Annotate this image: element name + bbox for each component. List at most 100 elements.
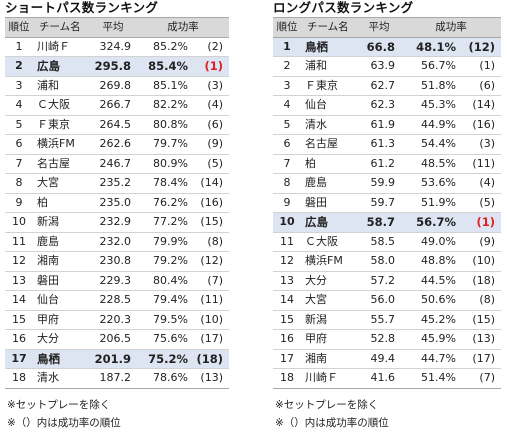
success-rate-rank-cell: (9) xyxy=(459,232,501,252)
success-rate-rank-cell: (16) xyxy=(191,193,229,213)
table-row: 17 湘南 49.4 44.7% (17) xyxy=(273,349,501,369)
header-rank: 順位 xyxy=(5,17,33,38)
team-name-cell: Ｆ東京 xyxy=(301,76,357,96)
header-success-rate: 成功率 xyxy=(401,17,501,38)
header-team: チーム名 xyxy=(33,17,89,38)
success-rate-rank-cell: (17) xyxy=(459,349,501,369)
rank-cell: 5 xyxy=(5,115,33,135)
average-cell: 246.7 xyxy=(89,154,137,174)
success-rate-cell: 85.4% xyxy=(137,56,191,77)
table-row: 9 磐田 59.7 51.9% (5) xyxy=(273,193,501,213)
table-row: 9 柏 235.0 76.2% (16) xyxy=(5,193,229,213)
table-row: 2 広島 295.8 85.4% (1) xyxy=(5,56,229,77)
success-rate-rank-cell: (3) xyxy=(459,134,501,155)
average-cell: 324.9 xyxy=(89,37,137,57)
rank-cell: 6 xyxy=(273,134,301,155)
team-name-cell: 広島 xyxy=(33,56,89,77)
average-cell: 61.3 xyxy=(357,134,401,155)
team-name-cell: 広島 xyxy=(301,212,357,233)
average-cell: 232.0 xyxy=(89,232,137,252)
table-row: 7 柏 61.2 48.5% (11) xyxy=(273,154,501,174)
rank-cell: 7 xyxy=(5,154,33,174)
rank-cell: 16 xyxy=(273,329,301,350)
table-row: 1 鳥栖 66.8 48.1% (12) xyxy=(273,37,501,57)
success-rate-rank-cell: (18) xyxy=(191,349,229,369)
success-rate-rank-cell: (6) xyxy=(191,115,229,135)
average-cell: 230.8 xyxy=(89,251,137,272)
team-name-cell: Ｃ大阪 xyxy=(33,95,89,116)
ranking-table: 順位 チーム名 平均 成功率 1 鳥栖 66.8 48.1% (12) 2 浦和 63.9 56… xyxy=(273,17,501,389)
table-row: 4 仙台 62.3 45.3% (14) xyxy=(273,95,501,116)
footnotes: ※セットプレーを除く ※（）内は成功率の順位 xyxy=(5,396,229,432)
table-row: 12 湘南 230.8 79.2% (12) xyxy=(5,251,229,272)
success-rate-cell: 48.1% xyxy=(401,37,459,57)
success-rate-cell: 79.5% xyxy=(137,310,191,330)
table-row: 17 鳥栖 201.9 75.2% (18) xyxy=(5,349,229,369)
average-cell: 295.8 xyxy=(89,56,137,77)
success-rate-rank-cell: (13) xyxy=(191,368,229,389)
success-rate-cell: 80.9% xyxy=(137,154,191,174)
table-row: 3 浦和 269.8 85.1% (3) xyxy=(5,76,229,96)
rank-cell: 18 xyxy=(273,368,301,389)
rank-cell: 15 xyxy=(5,310,33,330)
table-row: 8 鹿島 59.9 53.6% (4) xyxy=(273,173,501,194)
average-cell: 220.3 xyxy=(89,310,137,330)
average-cell: 232.9 xyxy=(89,212,137,233)
team-name-cell: 横浜FM xyxy=(33,134,89,155)
success-rate-cell: 79.7% xyxy=(137,134,191,155)
success-rate-rank-cell: (11) xyxy=(191,290,229,311)
table-row: 13 大分 57.2 44.5% (18) xyxy=(273,271,501,291)
table-row: 14 大宮 56.0 50.6% (8) xyxy=(273,290,501,311)
success-rate-cell: 45.2% xyxy=(401,310,459,330)
average-cell: 52.8 xyxy=(357,329,401,350)
short-pass-ranking-panel: ショートパス数ランキング 順位 チーム名 平均 成功率 1 川崎Ｆ 324.9 85.… xyxy=(5,0,229,432)
table-row: 15 甲府 220.3 79.5% (10) xyxy=(5,310,229,330)
average-cell: 56.0 xyxy=(357,290,401,311)
table-row: 2 浦和 63.9 56.7% (1) xyxy=(273,56,501,77)
average-cell: 59.9 xyxy=(357,173,401,194)
success-rate-cell: 51.4% xyxy=(401,368,459,389)
footnote: ※（）内は成功率の順位 xyxy=(275,416,389,429)
team-name-cell: 大宮 xyxy=(301,290,357,311)
average-cell: 61.9 xyxy=(357,115,401,135)
average-cell: 66.8 xyxy=(357,37,401,57)
average-cell: 57.2 xyxy=(357,271,401,291)
success-rate-cell: 45.9% xyxy=(401,329,459,350)
success-rate-cell: 82.2% xyxy=(137,95,191,116)
success-rate-rank-cell: (17) xyxy=(191,329,229,350)
success-rate-rank-cell: (4) xyxy=(459,173,501,194)
success-rate-rank-cell: (16) xyxy=(459,115,501,135)
rank-cell: 8 xyxy=(5,173,33,194)
table-row: 5 清水 61.9 44.9% (16) xyxy=(273,115,501,135)
table-row: 7 名古屋 246.7 80.9% (5) xyxy=(5,154,229,174)
table-row: 6 横浜FM 262.6 79.7% (9) xyxy=(5,134,229,155)
success-rate-cell: 44.5% xyxy=(401,271,459,291)
team-name-cell: 鳥栖 xyxy=(301,37,357,57)
success-rate-cell: 85.2% xyxy=(137,37,191,57)
table-row: 18 清水 187.2 78.6% (13) xyxy=(5,368,229,389)
success-rate-cell: 76.2% xyxy=(137,193,191,213)
table-row: 10 新潟 232.9 77.2% (15) xyxy=(5,212,229,233)
rank-cell: 10 xyxy=(5,212,33,233)
header-team: チーム名 xyxy=(301,17,357,38)
success-rate-rank-cell: (9) xyxy=(191,134,229,155)
success-rate-rank-cell: (7) xyxy=(459,368,501,389)
rank-cell: 18 xyxy=(5,368,33,389)
success-rate-rank-cell: (3) xyxy=(191,76,229,96)
team-name-cell: 清水 xyxy=(33,368,89,389)
table-row: 11 Ｃ大阪 58.5 49.0% (9) xyxy=(273,232,501,252)
success-rate-rank-cell: (10) xyxy=(191,310,229,330)
success-rate-cell: 85.1% xyxy=(137,76,191,96)
team-name-cell: 柏 xyxy=(301,154,357,174)
rank-cell: 6 xyxy=(5,134,33,155)
table-row: 16 甲府 52.8 45.9% (13) xyxy=(273,329,501,350)
success-rate-cell: 51.8% xyxy=(401,76,459,96)
success-rate-rank-cell: (2) xyxy=(191,37,229,57)
success-rate-cell: 77.2% xyxy=(137,212,191,233)
table-row: 11 鹿島 232.0 79.9% (8) xyxy=(5,232,229,252)
header-average: 平均 xyxy=(89,17,137,38)
success-rate-cell: 79.9% xyxy=(137,232,191,252)
success-rate-rank-cell: (8) xyxy=(459,290,501,311)
success-rate-cell: 48.5% xyxy=(401,154,459,174)
average-cell: 201.9 xyxy=(89,349,137,369)
